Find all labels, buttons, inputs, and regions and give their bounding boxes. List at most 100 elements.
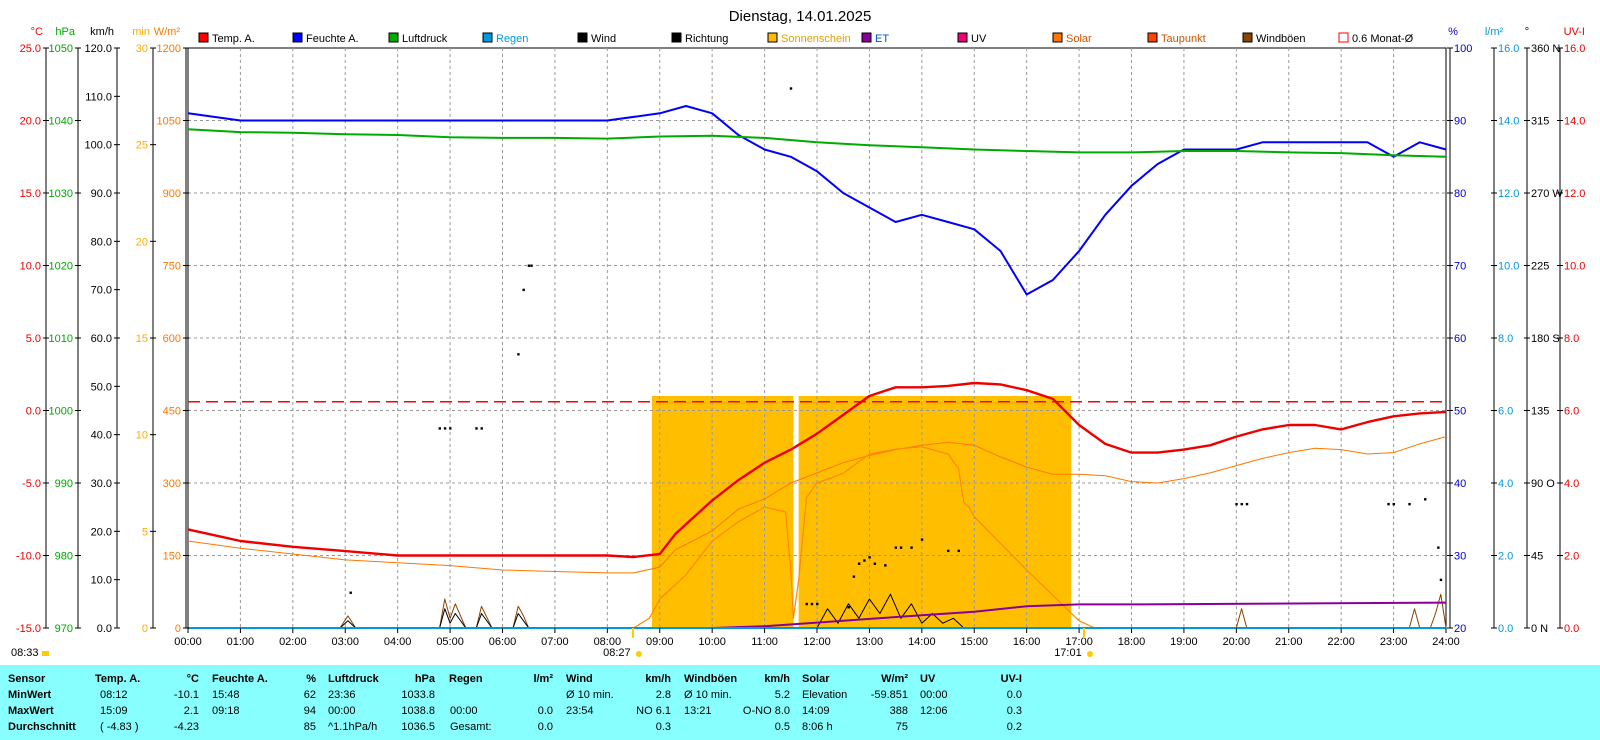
wind-direction-point (852, 575, 856, 578)
axis-unit: hPa (55, 26, 75, 38)
axis-tick-label: 30 (1454, 551, 1466, 563)
stats-header: UV (920, 673, 936, 685)
stats-cell-time: 14:09 (802, 705, 830, 717)
legend-swatch (198, 32, 209, 43)
stats-cell-value: O-NO 8.0 (742, 705, 790, 717)
axis-tick-label: 0.0 (26, 406, 41, 418)
axis-tick-label: 900 (163, 188, 181, 200)
axis-tick-label: 1000 (49, 406, 73, 418)
axis-unit: min (132, 26, 150, 38)
stats-cell-value: 1038.8 (401, 705, 435, 717)
stats-header: Sensor (8, 673, 46, 685)
wind-direction-point (522, 288, 525, 292)
sunshine-block (798, 396, 1072, 628)
legend-entry: Regen (482, 32, 528, 45)
stats-cell-value: 0.2 (1006, 721, 1022, 733)
series-taupunkt (187, 436, 1447, 574)
stats-cell-value: 0.3 (1006, 705, 1022, 717)
axis-tick-label: 1050 (49, 43, 73, 55)
x-tick-label: 03:00 (331, 636, 359, 648)
stats-cell-time: 09:18 (212, 705, 240, 717)
stats-cell-time: 00:00 (328, 705, 356, 717)
wind-direction-point (863, 559, 866, 562)
wind-direction-point (789, 87, 793, 90)
stats-cell-time: 23:54 (566, 705, 594, 717)
axis-tick-label: 30 (136, 43, 148, 55)
legend-label: Wind (591, 33, 616, 45)
x-tick-label: 15:00 (960, 636, 988, 648)
axis-tick-label: 90 O (1531, 478, 1555, 490)
x-tick-label: 12:00 (803, 636, 831, 648)
stats-cell-time: Ø 10 min. (684, 689, 732, 701)
series-luftdruck (187, 128, 1447, 158)
axis-tick-label: 50 (1454, 406, 1466, 418)
axis-tick-label: 110.0 (85, 91, 112, 103)
stats-cell-time: 15:48 (212, 689, 240, 701)
stats-header: Windböen (684, 673, 738, 685)
axis-unit: km/h (90, 26, 114, 38)
wind-direction-point (899, 546, 903, 549)
axis-unit: l/m² (1485, 26, 1504, 38)
wind-direction-point (847, 606, 850, 609)
legend-swatch (482, 32, 493, 43)
axis-tick-label: 15 (136, 333, 148, 345)
wind-direction-point (349, 591, 352, 594)
left-axis: min 30 25 20 15 10 5 0 (132, 26, 156, 635)
axis-tick-label: 10.0 (91, 575, 112, 587)
x-tick-label: 14:00 (908, 636, 936, 648)
axis-tick-label: 25 (136, 140, 148, 152)
wind-direction-point (805, 602, 808, 606)
stats-header-unit: km/h (645, 673, 671, 685)
stats-cell-value: 0.0 (537, 705, 553, 717)
series-feuchte-a (187, 105, 1447, 296)
stats-header: Feuchte A. (212, 673, 268, 685)
stats-header-unit: UV-I (1000, 673, 1022, 685)
axis-tick-label: 980 (55, 551, 73, 563)
wind-direction-point (480, 427, 483, 430)
axis-tick-label: 10.0 (20, 261, 41, 273)
legend-entry: UV (957, 32, 987, 45)
axis-tick-label: 70.0 (91, 285, 112, 297)
stats-cell-time: 8:06 h (802, 721, 833, 733)
axis-unit: UV-I (1564, 26, 1585, 38)
left-axis: W/m² 1200 1050 900 750 600 450 300 150 0 (154, 26, 189, 635)
wind-direction-point (1245, 502, 1249, 506)
stats-row-label: Durchschnitt (8, 721, 76, 733)
wind-direction-point (517, 353, 520, 356)
legend-entry: Temp. A. (198, 32, 255, 45)
sunset-time: 17:01 (1054, 647, 1082, 659)
wind-direction-points (349, 87, 1443, 609)
stats-header: Wind (566, 673, 593, 685)
wind-direction-point (1408, 502, 1411, 506)
legend-entry: Taupunkt (1147, 32, 1206, 45)
x-tick-label: 13:00 (856, 636, 884, 648)
axis-tick-label: 0 (175, 623, 181, 635)
stats-cell-value: 0.0 (1006, 689, 1022, 701)
legend-label: Solar (1066, 33, 1092, 45)
stats-cell-time: 23:36 (328, 689, 356, 701)
stats-cell-time: 08:12 (100, 689, 128, 701)
stats-cell-time: 00:00 (920, 689, 948, 701)
stats-cell-value: 388 (889, 705, 908, 717)
stats-header-unit: °C (186, 673, 199, 685)
stats-cell-value: 0.3 (655, 721, 671, 733)
x-tick-label: 04:00 (384, 636, 412, 648)
stats-cell-value: 5.2 (774, 689, 790, 701)
sunshine-hours: 08:33 (11, 647, 39, 659)
right-axis: l/m² 16.0 14.0 12.0 10.0 8.0 6.0 4.0 2.0 0.0 (1485, 26, 1520, 635)
stats-cell-time: 12:06 (920, 705, 948, 717)
stats-cell-value: 0.5 (774, 721, 790, 733)
legend-label: 0.6 Monat-Ø (1352, 33, 1414, 45)
legend-label: Windböen (1256, 33, 1306, 45)
wind-direction-point (449, 427, 452, 430)
stats-cell-value: 85 (303, 721, 316, 733)
legend-swatch (861, 32, 872, 43)
axis-tick-label: 1030 (49, 188, 73, 200)
legend-swatch (767, 32, 778, 43)
right-axis: °360 N 315 270 W 225 180 S 135 90 O 45 0 N (1524, 26, 1563, 635)
legend-entry: 0.6 Monat-Ø (1338, 32, 1414, 45)
stats-cell-value: 0.0 (537, 721, 553, 733)
axis-tick-label: 20 (136, 236, 148, 248)
x-tick-label: 19:00 (1170, 636, 1198, 648)
stats-cell-time: ^1.1hPa/h (328, 721, 378, 733)
